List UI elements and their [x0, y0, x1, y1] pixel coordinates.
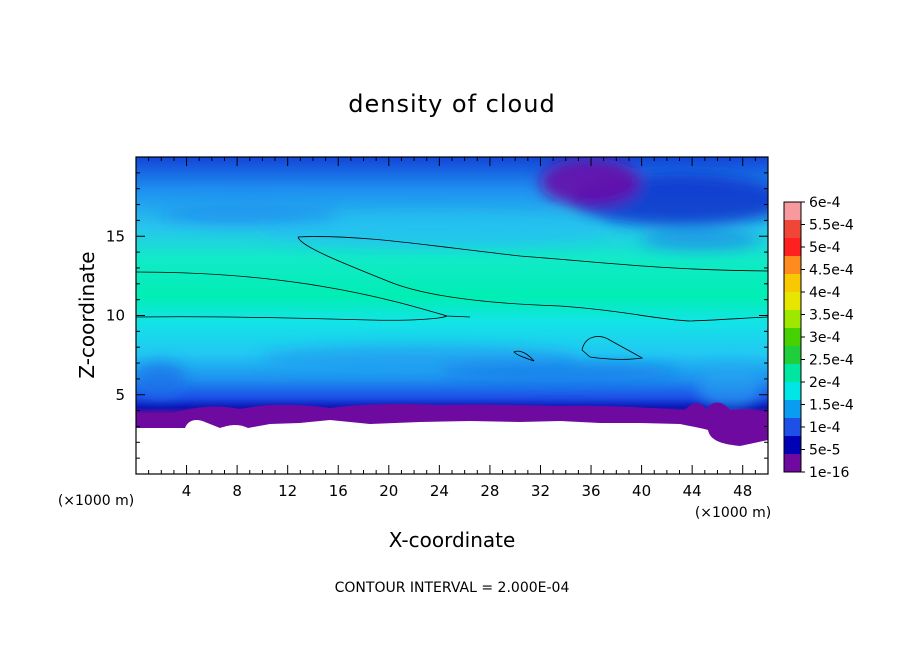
colorbar-segment — [784, 220, 801, 239]
y-axis-label: Z-coordinate — [75, 251, 99, 378]
colorbar-label: 5e-5 — [809, 443, 840, 459]
x-tick-label: 16 — [329, 482, 348, 500]
x-axis: 4 8 12 16 20 24 28 32 36 40 44 48 — [148, 157, 756, 500]
colorbar-label: 3e-4 — [809, 330, 841, 346]
x-unit-label: (×1000 m) — [695, 505, 771, 521]
colorbar-label: 2e-4 — [809, 375, 841, 391]
colorbar-segment — [784, 418, 801, 437]
x-tick-label: 4 — [182, 482, 192, 500]
contour-lines — [136, 236, 768, 362]
x-tick-label: 28 — [480, 482, 499, 500]
y-tick-label: 15 — [106, 227, 125, 245]
colorbar-label: 4.5e-4 — [809, 263, 854, 279]
colorbar: 6e-4 5.5e-4 5e-4 4.5e-4 4e-4 3.5e-4 3e-4 2.5e-4… — [783, 195, 854, 481]
colorbar-segment — [784, 364, 801, 383]
colorbar-segment — [784, 202, 801, 221]
x-tick-label: 24 — [430, 482, 449, 500]
x-tick-label: 48 — [733, 482, 752, 500]
x-tick-label: 32 — [531, 482, 550, 500]
colorbar-segment — [784, 292, 801, 311]
colorbar-segment — [784, 310, 801, 329]
colorbar-segment — [784, 274, 801, 293]
y-unit-label: (×1000 m) — [58, 493, 134, 509]
colorbar-label: 1e-16 — [809, 465, 849, 481]
colorbar-label: 5.5e-4 — [809, 218, 854, 234]
x-tick-label: 20 — [379, 482, 398, 500]
x-tick-label: 12 — [278, 482, 297, 500]
colorbar-label: 1e-4 — [809, 420, 841, 436]
x-tick-label: 36 — [581, 482, 600, 500]
colorbar-segment — [784, 382, 801, 401]
colorbar-label: 3.5e-4 — [809, 308, 854, 324]
colorbar-segment — [784, 454, 801, 473]
colorbar-label: 2.5e-4 — [809, 353, 854, 369]
x-tick-label: 40 — [632, 482, 651, 500]
colorbar-segment — [784, 346, 801, 365]
contour-interval-note: CONTOUR INTERVAL = 2.000E-04 — [335, 580, 570, 596]
colorbar-segment — [784, 328, 801, 347]
x-tick-label: 44 — [683, 482, 702, 500]
colorbar-label: 1.5e-4 — [809, 398, 854, 414]
y-axis: 5 10 15 — [106, 172, 768, 459]
x-tick-label: 8 — [232, 482, 242, 500]
y-tick-label: 5 — [115, 386, 125, 404]
colorbar-segment — [784, 400, 801, 419]
chart-title: density of cloud — [348, 90, 555, 118]
y-tick-label: 10 — [106, 307, 125, 325]
density-field — [136, 157, 768, 474]
colorbar-segment — [784, 238, 801, 257]
colorbar-segment — [784, 256, 801, 275]
colorbar-label: 4e-4 — [809, 285, 841, 301]
colorbar-label: 5e-4 — [809, 240, 841, 256]
x-axis-label: X-coordinate — [389, 528, 516, 552]
colorbar-label: 6e-4 — [809, 195, 841, 211]
colorbar-segment — [784, 436, 801, 455]
